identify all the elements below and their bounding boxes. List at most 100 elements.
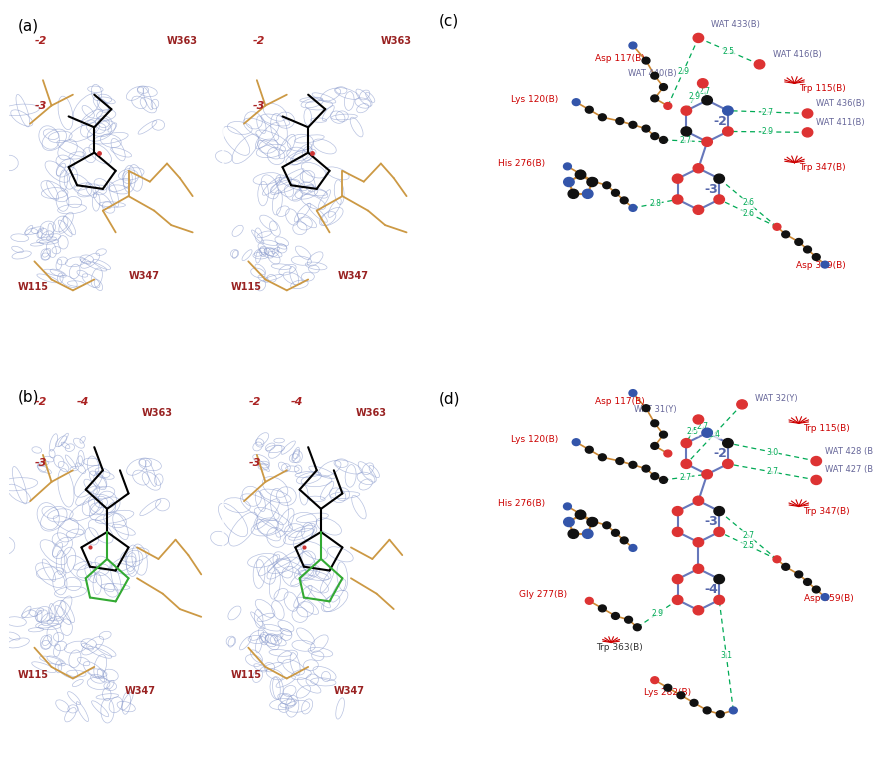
Circle shape (586, 446, 594, 453)
Text: W363: W363 (141, 409, 172, 419)
Text: 2.7: 2.7 (742, 530, 754, 540)
Text: Trp 115(B): Trp 115(B) (803, 424, 850, 433)
Circle shape (660, 431, 668, 438)
Circle shape (629, 204, 636, 211)
Circle shape (714, 174, 725, 183)
Text: (a): (a) (17, 19, 38, 34)
Circle shape (672, 527, 683, 537)
Circle shape (714, 527, 725, 537)
Circle shape (723, 439, 733, 448)
Circle shape (672, 174, 683, 183)
Circle shape (564, 503, 572, 510)
Text: -4: -4 (705, 583, 718, 596)
Circle shape (690, 699, 698, 706)
Text: 2.9: 2.9 (677, 67, 689, 76)
Circle shape (568, 530, 579, 538)
Text: -3: -3 (248, 459, 261, 469)
Text: 2.7: 2.7 (762, 108, 773, 116)
Circle shape (754, 60, 765, 69)
Circle shape (681, 127, 691, 136)
Text: 2.7: 2.7 (699, 87, 711, 96)
Circle shape (698, 79, 708, 88)
Circle shape (811, 456, 821, 466)
Text: -4: -4 (291, 397, 304, 407)
Text: W363: W363 (381, 36, 412, 46)
Circle shape (577, 510, 585, 517)
Text: 2.6: 2.6 (742, 209, 754, 217)
Circle shape (717, 711, 725, 718)
Text: -2: -2 (34, 36, 47, 46)
Circle shape (723, 127, 733, 136)
Circle shape (672, 574, 683, 584)
Circle shape (568, 190, 579, 198)
Text: His 276(B): His 276(B) (498, 160, 546, 168)
Circle shape (714, 595, 725, 604)
Circle shape (664, 103, 672, 109)
Text: WAT 433(B): WAT 433(B) (711, 19, 760, 29)
Text: (d): (d) (439, 391, 460, 406)
Text: Asp 117(B): Asp 117(B) (595, 54, 644, 62)
Circle shape (821, 261, 829, 268)
Circle shape (693, 205, 704, 214)
Text: -3: -3 (705, 515, 718, 528)
Circle shape (590, 518, 597, 525)
Text: -3: -3 (34, 459, 47, 469)
Circle shape (577, 170, 585, 177)
Circle shape (693, 606, 704, 614)
Circle shape (651, 95, 659, 102)
Text: W363: W363 (355, 409, 386, 419)
Text: -2: -2 (34, 397, 47, 407)
Circle shape (660, 476, 668, 483)
Text: WAT 31(Y): WAT 31(Y) (634, 405, 677, 414)
Text: (c): (c) (439, 13, 459, 29)
Circle shape (702, 428, 712, 437)
Circle shape (804, 246, 812, 253)
Text: W115: W115 (17, 282, 48, 292)
Text: -2: -2 (713, 447, 727, 460)
Circle shape (811, 476, 821, 484)
Text: W347: W347 (128, 271, 160, 281)
Circle shape (693, 163, 704, 173)
Circle shape (702, 96, 712, 105)
Circle shape (625, 616, 632, 623)
Text: Lys 120(B): Lys 120(B) (512, 95, 559, 104)
Circle shape (587, 177, 597, 187)
Circle shape (782, 564, 790, 571)
Circle shape (586, 106, 594, 113)
Circle shape (804, 578, 812, 585)
Circle shape (651, 473, 659, 480)
Circle shape (677, 692, 685, 699)
Text: Lys 120(B): Lys 120(B) (512, 435, 559, 444)
Circle shape (782, 231, 790, 237)
Text: 2.7: 2.7 (697, 422, 709, 431)
Circle shape (802, 128, 813, 137)
Circle shape (629, 121, 636, 128)
Circle shape (621, 537, 629, 544)
Text: Trp 347(B): Trp 347(B) (803, 507, 849, 516)
Circle shape (664, 450, 672, 457)
Circle shape (693, 564, 704, 574)
Text: 2.5: 2.5 (742, 541, 754, 550)
Circle shape (773, 556, 781, 563)
Circle shape (813, 254, 821, 261)
Circle shape (672, 595, 683, 604)
Circle shape (629, 461, 636, 468)
Text: -3: -3 (252, 101, 265, 111)
Circle shape (737, 400, 747, 409)
Text: 2.9: 2.9 (689, 93, 700, 102)
Circle shape (821, 594, 829, 601)
Circle shape (773, 224, 781, 231)
Circle shape (612, 190, 620, 197)
Circle shape (564, 517, 574, 527)
Circle shape (634, 624, 641, 631)
Circle shape (723, 460, 733, 469)
Circle shape (590, 178, 597, 185)
Text: 2.7: 2.7 (679, 136, 691, 146)
Circle shape (802, 109, 813, 118)
Circle shape (643, 465, 650, 472)
Circle shape (643, 405, 650, 412)
Circle shape (629, 42, 636, 49)
Circle shape (573, 99, 581, 106)
Circle shape (681, 439, 691, 448)
Circle shape (616, 458, 623, 464)
